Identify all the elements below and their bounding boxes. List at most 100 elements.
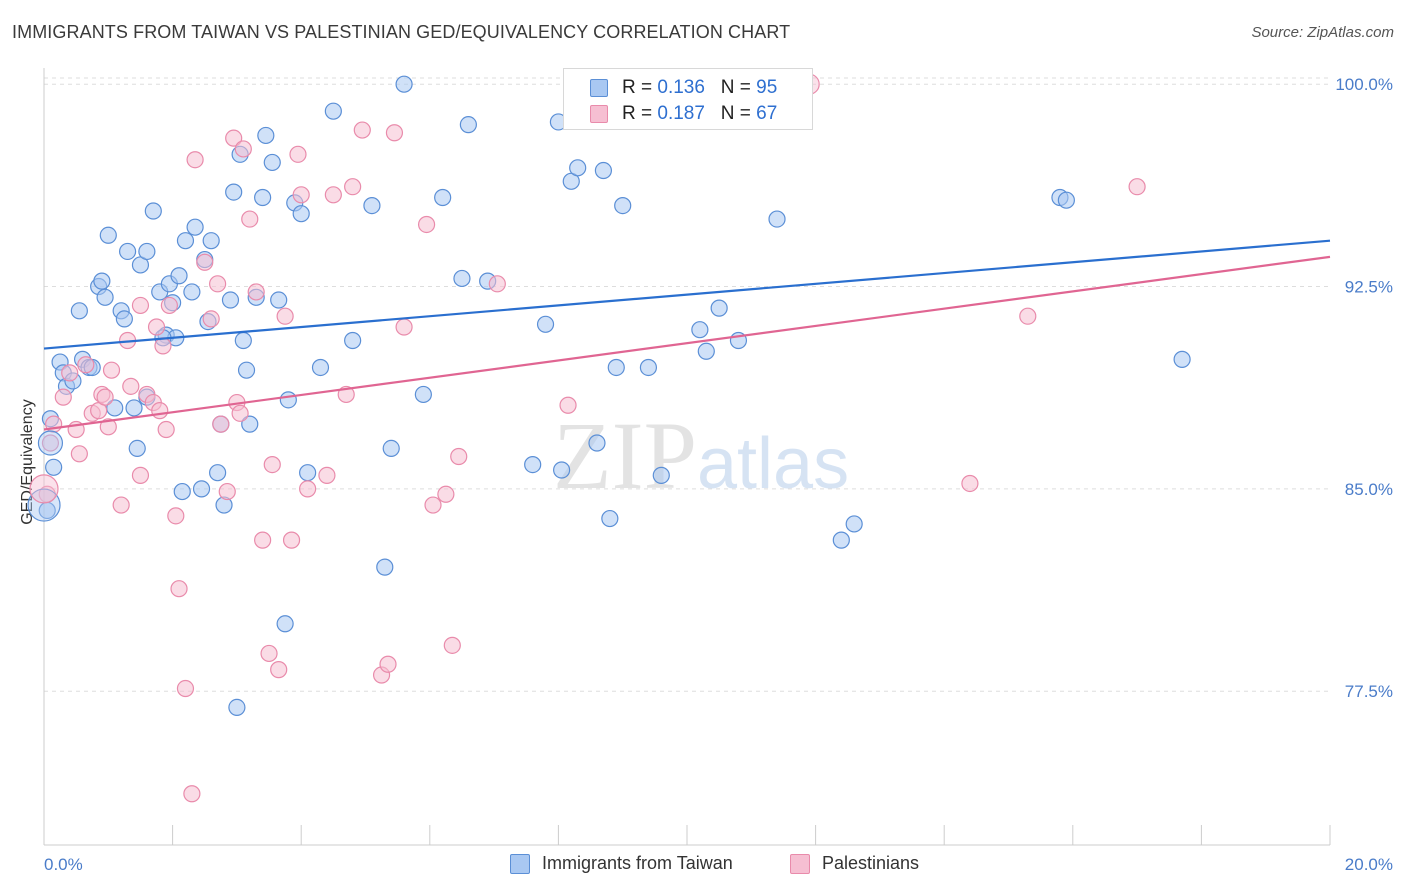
chart-title: IMMIGRANTS FROM TAIWAN VS PALESTINIAN GE… bbox=[12, 22, 791, 42]
legend-n-label: N = bbox=[720, 103, 757, 124]
taiwan-point bbox=[536, 315, 555, 333]
palestinian-point bbox=[41, 434, 60, 452]
taiwan-point bbox=[228, 698, 246, 717]
taiwan-point bbox=[276, 615, 294, 633]
palestinian-point bbox=[212, 415, 230, 433]
palestinian-point bbox=[385, 124, 404, 142]
taiwan-point bbox=[186, 218, 204, 236]
palestinian-point bbox=[231, 404, 249, 422]
palestinian-point bbox=[395, 318, 413, 336]
taiwan-point bbox=[257, 126, 275, 145]
palestinian-point bbox=[417, 215, 436, 234]
taiwan-point bbox=[594, 161, 613, 180]
taiwan-point bbox=[311, 358, 330, 377]
palestinian-point bbox=[196, 253, 214, 271]
palestinian-point bbox=[234, 140, 252, 158]
taiwan-point bbox=[382, 439, 400, 458]
palestinian-point bbox=[241, 210, 259, 228]
taiwan-point bbox=[414, 385, 432, 404]
taiwan-point bbox=[96, 288, 114, 306]
palestinian-point bbox=[154, 337, 172, 355]
taiwan-point bbox=[138, 242, 156, 261]
palestinian-point bbox=[260, 644, 278, 663]
bottom-legend-swatch-palestinians bbox=[790, 854, 810, 874]
taiwan-point bbox=[524, 455, 542, 474]
palestinian-point bbox=[160, 296, 178, 315]
taiwan-point bbox=[118, 242, 137, 261]
palestinian-point bbox=[218, 482, 236, 501]
palestinian-point bbox=[1128, 178, 1146, 196]
legend-r-label: R = bbox=[622, 103, 658, 124]
palestinian-point bbox=[167, 507, 185, 525]
taiwan-point bbox=[125, 399, 143, 417]
palestinian-point bbox=[99, 418, 117, 436]
taiwan-point bbox=[270, 291, 288, 309]
taiwan-point bbox=[299, 464, 317, 482]
taiwan-point bbox=[144, 202, 162, 220]
taiwan-point bbox=[183, 283, 201, 301]
legend-r-label: R = bbox=[622, 77, 658, 98]
y-tick-label: 92.5% bbox=[1345, 278, 1393, 297]
taiwan-point bbox=[254, 188, 272, 207]
y-tick-label: 100.0% bbox=[1335, 75, 1393, 94]
palestinian-point bbox=[292, 186, 310, 204]
chart-source: Source: ZipAtlas.com bbox=[1251, 24, 1394, 41]
taiwan-point bbox=[292, 205, 310, 223]
palestinian-point bbox=[450, 447, 468, 466]
taiwan-point bbox=[192, 480, 211, 498]
legend-n-value: 67 bbox=[756, 103, 778, 124]
taiwan-point bbox=[324, 102, 342, 120]
taiwan-point bbox=[1173, 350, 1191, 368]
taiwan-point bbox=[99, 226, 117, 244]
palestinian-point bbox=[54, 388, 72, 406]
taiwan-point bbox=[553, 461, 571, 479]
legend-swatch-taiwan bbox=[590, 79, 608, 97]
palestinian-point bbox=[131, 466, 150, 484]
taiwan-point bbox=[601, 509, 619, 528]
palestinian-point bbox=[157, 420, 175, 439]
taiwan-point bbox=[234, 331, 252, 350]
taiwan-point bbox=[237, 361, 256, 379]
palestinian-point bbox=[270, 661, 288, 679]
palestinian-point bbox=[209, 275, 227, 293]
y-tick-label: 85.0% bbox=[1345, 480, 1393, 499]
palestinian-point bbox=[379, 655, 397, 673]
legend-swatch-palestinians bbox=[590, 105, 608, 123]
taiwan-point bbox=[209, 464, 227, 482]
taiwan-point bbox=[434, 188, 452, 207]
taiwan-point bbox=[652, 466, 670, 484]
taiwan-point bbox=[845, 515, 863, 533]
palestinian-point bbox=[282, 531, 301, 549]
watermark: ZIPatlas bbox=[553, 400, 849, 511]
taiwan-point bbox=[202, 232, 220, 250]
palestinian-point bbox=[254, 531, 272, 549]
palestinian-point bbox=[299, 480, 317, 498]
legend-r-value: 0.187 bbox=[657, 103, 705, 124]
taiwan-point bbox=[37, 430, 64, 456]
taiwan-point bbox=[710, 299, 728, 317]
taiwan-point bbox=[588, 434, 606, 452]
taiwan-point bbox=[691, 321, 709, 339]
palestinian-point bbox=[559, 396, 577, 414]
palestinian-trend-line bbox=[43, 255, 1331, 431]
taiwan-point bbox=[395, 75, 413, 93]
y-tick-label: 77.5% bbox=[1345, 682, 1393, 701]
taiwan-point bbox=[569, 159, 587, 177]
palestinian-point bbox=[102, 361, 121, 379]
taiwan-point bbox=[459, 116, 477, 134]
palestinian-point bbox=[1019, 307, 1037, 325]
taiwan-point bbox=[241, 415, 259, 433]
taiwan-point bbox=[614, 196, 632, 215]
palestinian-point bbox=[183, 785, 201, 803]
taiwan-point bbox=[93, 272, 111, 290]
palestinian-point bbox=[131, 296, 150, 315]
taiwan-point bbox=[639, 358, 658, 377]
legend-n-value: 95 bbox=[756, 77, 778, 98]
palestinian-point bbox=[263, 455, 281, 474]
taiwan-point bbox=[607, 358, 625, 377]
taiwan-point bbox=[263, 153, 281, 172]
palestinian-point bbox=[443, 636, 461, 654]
palestinian-point bbox=[29, 474, 59, 504]
palestinian-point bbox=[61, 364, 79, 382]
